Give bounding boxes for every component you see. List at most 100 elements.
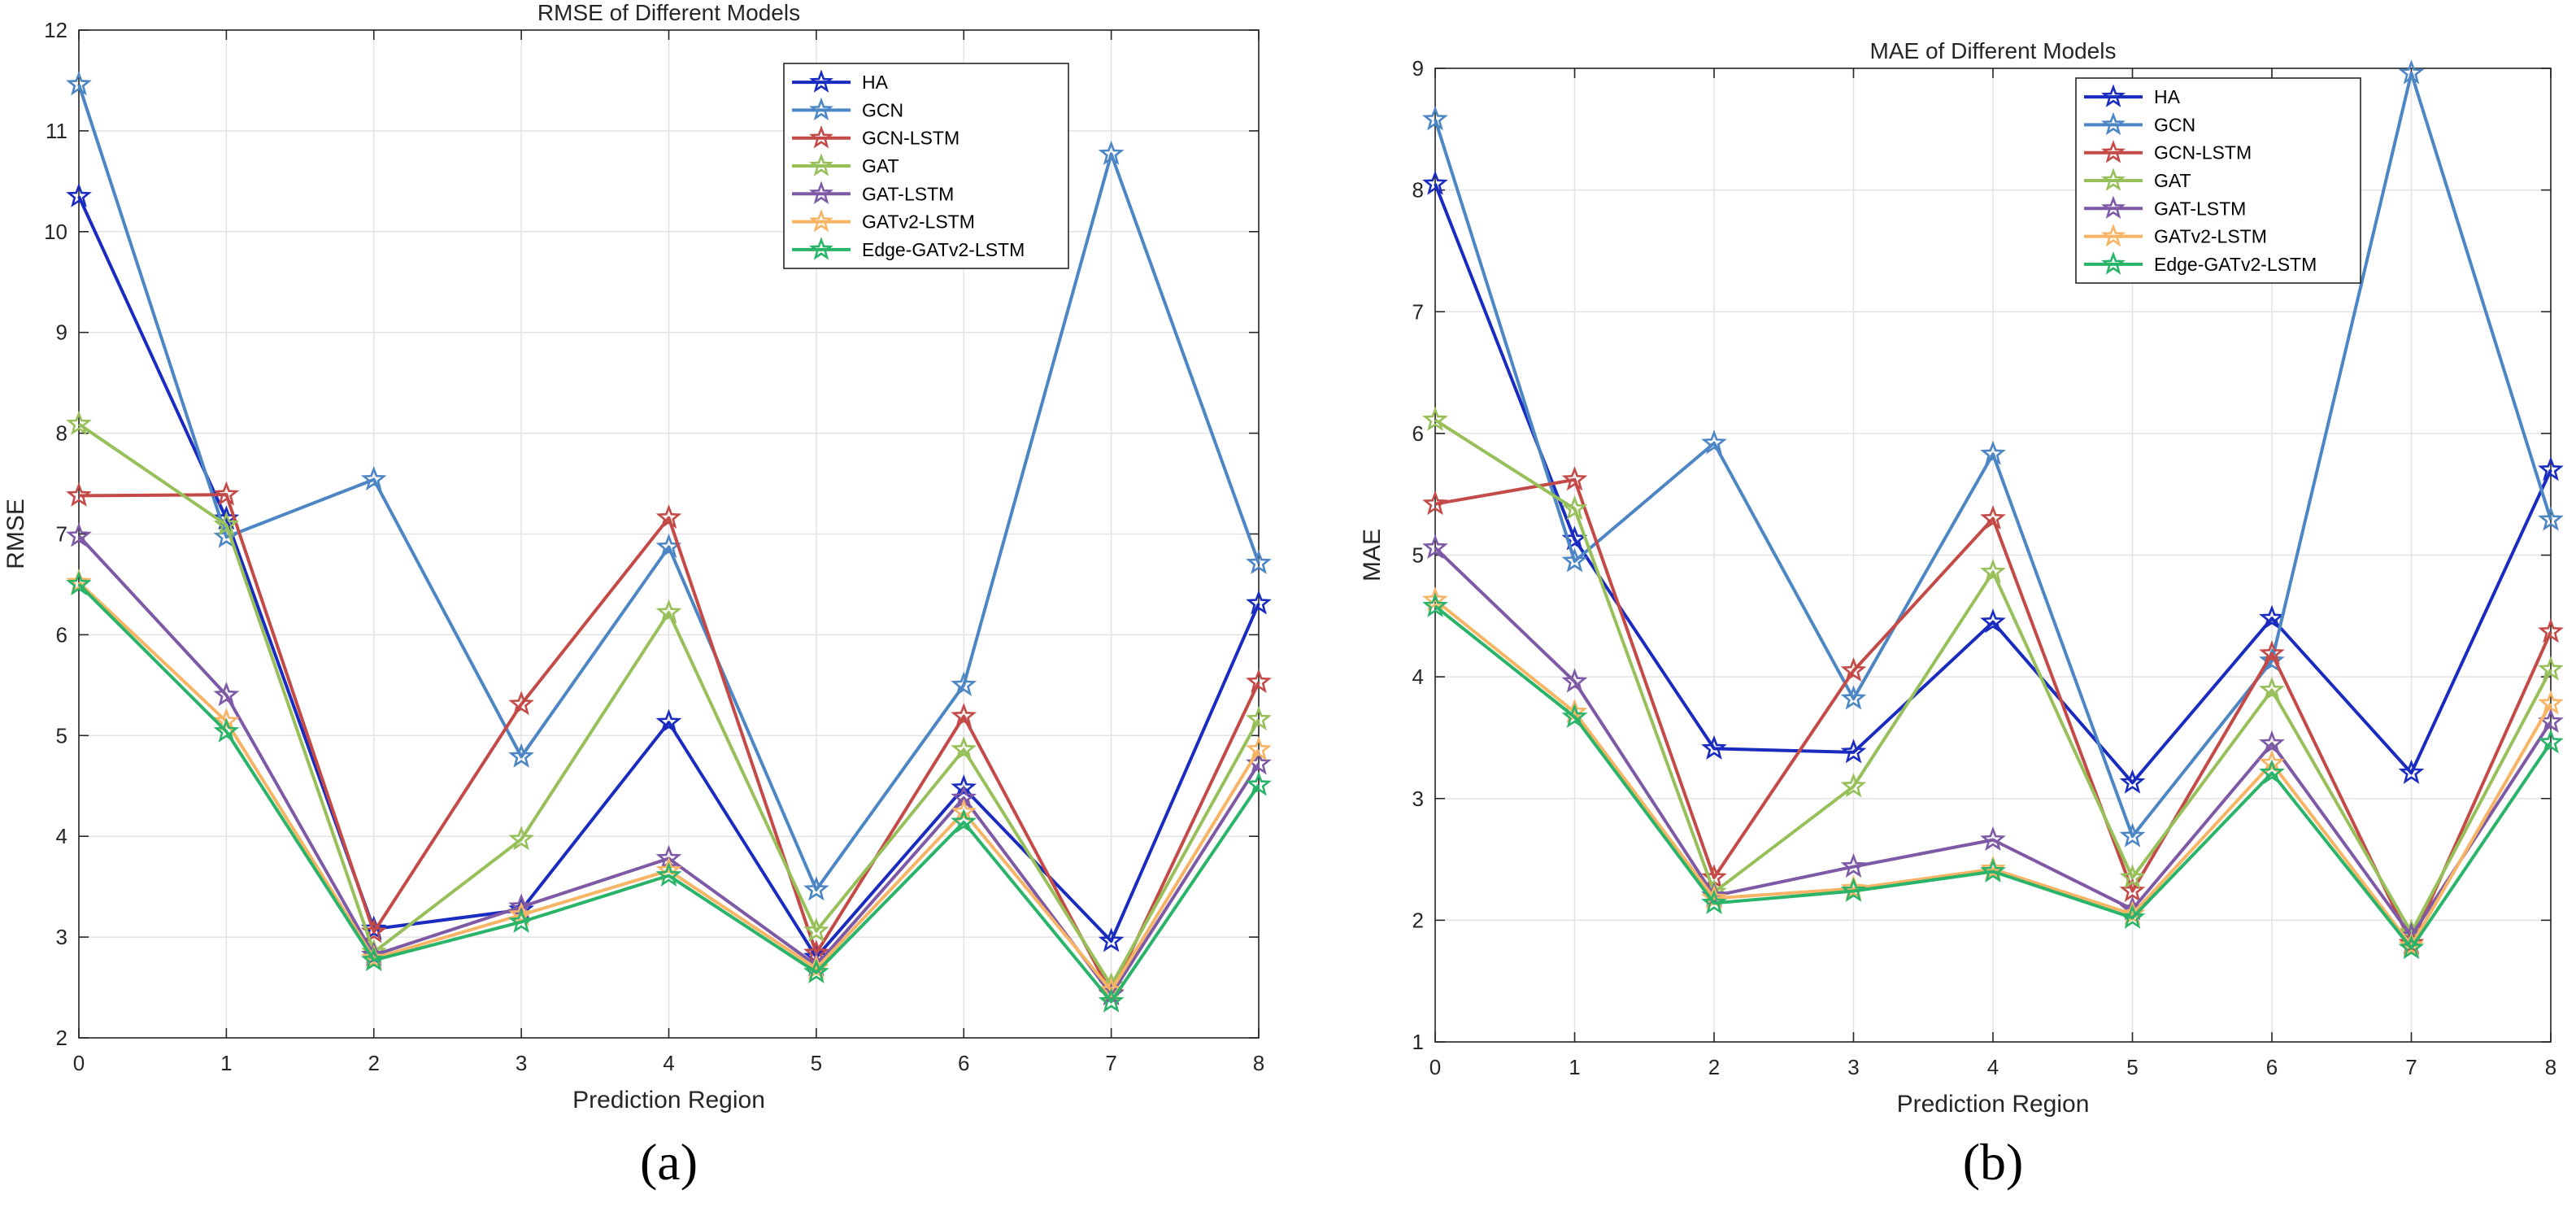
legend-item: GCN [2084, 111, 2195, 136]
point-gatv2-lstm [66, 569, 92, 594]
y-tick-label: 12 [44, 18, 67, 42]
point-edge-gatv2-lstm [2259, 759, 2285, 784]
x-tick-label: 6 [2266, 1055, 2278, 1079]
point-gat [2538, 656, 2564, 681]
point-gatv2-lstm [2538, 690, 2564, 715]
legend-label: GAT [2154, 170, 2191, 191]
point-gat-lstm [1422, 534, 1448, 560]
point-edge-gatv2-lstm [1561, 703, 1588, 728]
point-gat [1246, 705, 1272, 730]
point-gat [655, 599, 682, 624]
point-gcn [508, 743, 534, 768]
point-gatv2-lstm [951, 798, 977, 823]
point-gcn-lstm [1840, 656, 1867, 682]
y-tick-label: 2 [1412, 908, 1424, 932]
point-edge-gatv2-lstm [1701, 889, 1727, 914]
point-gat [803, 917, 829, 943]
series-gcn [66, 71, 1272, 901]
legend-label: GCN [2154, 114, 2195, 135]
x-tick-label: 4 [663, 1051, 674, 1075]
legend-star-icon [809, 153, 833, 177]
point-gcn-lstm [1980, 504, 2006, 530]
legend-star-icon [809, 124, 833, 149]
legend-label: GAT-LSTM [862, 183, 954, 204]
point-ha [2538, 456, 2564, 482]
point-edge-gatv2-lstm [1422, 592, 1448, 617]
point-gcn-lstm [2538, 618, 2564, 643]
x-tick-label: 5 [2126, 1055, 2138, 1079]
point-edge-gatv2-lstm [951, 808, 977, 834]
point-gcn-lstm [2259, 640, 2285, 665]
series-gat [66, 410, 1272, 997]
legend-star-icon [2101, 139, 2126, 163]
point-ha [951, 774, 977, 800]
point-gatv2-lstm [2259, 749, 2285, 774]
legend-star-icon [2101, 84, 2126, 107]
legend-item: HA [792, 69, 889, 93]
x-tick-label: 3 [516, 1051, 527, 1075]
point-gat-lstm [1840, 852, 1867, 878]
point-edge-gatv2-lstm [655, 861, 682, 887]
point-ha [1246, 590, 1272, 615]
point-gcn [1422, 106, 1448, 131]
point-gcn [66, 71, 92, 96]
point-gat [951, 735, 977, 761]
x-tick-label: 3 [1847, 1055, 1859, 1079]
series-line-gcn-lstm [78, 493, 1260, 996]
point-gcn [2259, 647, 2285, 673]
legend-star-icon [809, 208, 833, 233]
rmse-chart: RMSE of Different Models Prediction Regi… [2, 0, 1272, 1191]
series-line-edge-gatv2-lstm [1434, 604, 2552, 950]
legend-star-icon [809, 69, 833, 93]
point-gcn [951, 671, 977, 696]
point-gcn [360, 465, 387, 491]
point-gcn-lstm [66, 482, 92, 507]
legend-label: HA [2154, 86, 2181, 107]
point-gcn-lstm [1246, 668, 1272, 694]
point-edge-gatv2-lstm [803, 958, 829, 983]
point-gat [2119, 864, 2146, 889]
point-ha [1980, 608, 2006, 634]
point-ha [1701, 734, 1727, 760]
point-gat [1840, 773, 1867, 798]
point-gcn [1701, 429, 1727, 455]
point-edge-gatv2-lstm [66, 570, 92, 595]
point-ha [1422, 170, 1448, 195]
legend-item: GAT [792, 153, 899, 177]
y-tick-label: 3 [1412, 787, 1424, 811]
point-ha [2398, 759, 2425, 784]
point-edge-gatv2-lstm [508, 908, 534, 934]
point-gcn-lstm [508, 691, 534, 716]
point-edge-gatv2-lstm [2398, 935, 2425, 960]
legend-star-icon [2101, 111, 2126, 136]
point-gcn [2538, 506, 2564, 531]
point-gat [2259, 676, 2285, 702]
panel-label: (b) [1963, 1133, 2024, 1191]
x-tick-label: 7 [1105, 1051, 1116, 1075]
point-gcn-lstm [655, 504, 682, 530]
point-gat-lstm [2259, 730, 2285, 755]
point-gatv2-lstm [360, 944, 387, 970]
y-axis-label: RMSE [2, 499, 29, 569]
y-tick-label: 9 [1412, 56, 1424, 81]
point-gat-lstm [1980, 826, 2006, 852]
point-gat-lstm [66, 522, 92, 547]
x-tick-label: 1 [1569, 1055, 1580, 1079]
series-line-gatv2-lstm [77, 581, 1260, 992]
legend-star-icon [2101, 251, 2126, 275]
legend-item: Edge-GATv2-LSTM [792, 237, 1025, 260]
y-tick-label: 1 [1412, 1030, 1424, 1054]
point-gcn [1980, 440, 2006, 465]
panel-label: (a) [640, 1133, 698, 1191]
point-gat-lstm [213, 682, 240, 707]
y-tick-label: 3 [56, 925, 67, 949]
legend-label: GCN [862, 99, 903, 120]
y-tick-label: 7 [56, 522, 67, 547]
point-gcn [213, 523, 240, 548]
point-gatv2-lstm [1840, 874, 1867, 900]
x-tick-label: 2 [1708, 1055, 1720, 1079]
point-ha [2119, 769, 2146, 794]
x-tick-label: 1 [220, 1051, 232, 1075]
y-tick-label: 6 [56, 622, 67, 647]
point-gat [213, 511, 240, 536]
